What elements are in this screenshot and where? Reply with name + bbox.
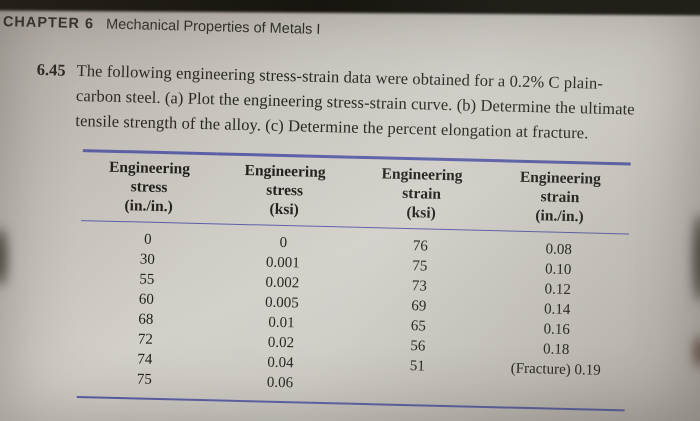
table-header: Engineering stress (in./in.) Engineering… [81,150,631,234]
table-cell: 0.08 [545,241,572,259]
column-header-strain-ksi: Engineering strain (ksi) [381,165,463,222]
photo-edge-smudge-right-lower [695,336,700,368]
table-cell: 0.06 [266,374,294,392]
column-header-stress-ksi: Engineering stress (ksi) [244,162,326,219]
table-cell: 0 [279,234,288,252]
table-body: 0 0 76 0.08 30 0.001 75 0.10 55 0.002 73 0.12 60 0.00… [77,221,629,411]
problem-statement: 6.45 The following engineering stress-st… [35,58,669,148]
column-header-stress-in-in: Engineering stress (in./in.) [108,158,191,216]
table-cell: 76 [412,238,429,255]
column-header-strain-in-in: Engineering strain (in./in.) [519,169,602,226]
table-header-row: Engineering stress (in./in.) Engineering… [81,150,631,234]
chapter-header: CHAPTER 6 Mechanical Properties of Metals… [3,14,700,47]
table-cell [485,378,625,410]
chapter-label: CHAPTER 6 [2,14,95,33]
problem-text: The following engineering stress-strain … [75,60,635,142]
table-cell [348,375,486,407]
problem-number: 6.45 [36,59,66,80]
chapter-title: Mechanical Properties of Metals I [105,16,321,38]
table-cell: 75 [136,371,153,388]
table-cell: 0 [143,231,152,248]
photo-edge-smudge-right [694,214,700,302]
photo-edge-smudge-left [0,228,6,286]
data-table: Engineering stress (in./in.) Engineering… [76,149,631,412]
